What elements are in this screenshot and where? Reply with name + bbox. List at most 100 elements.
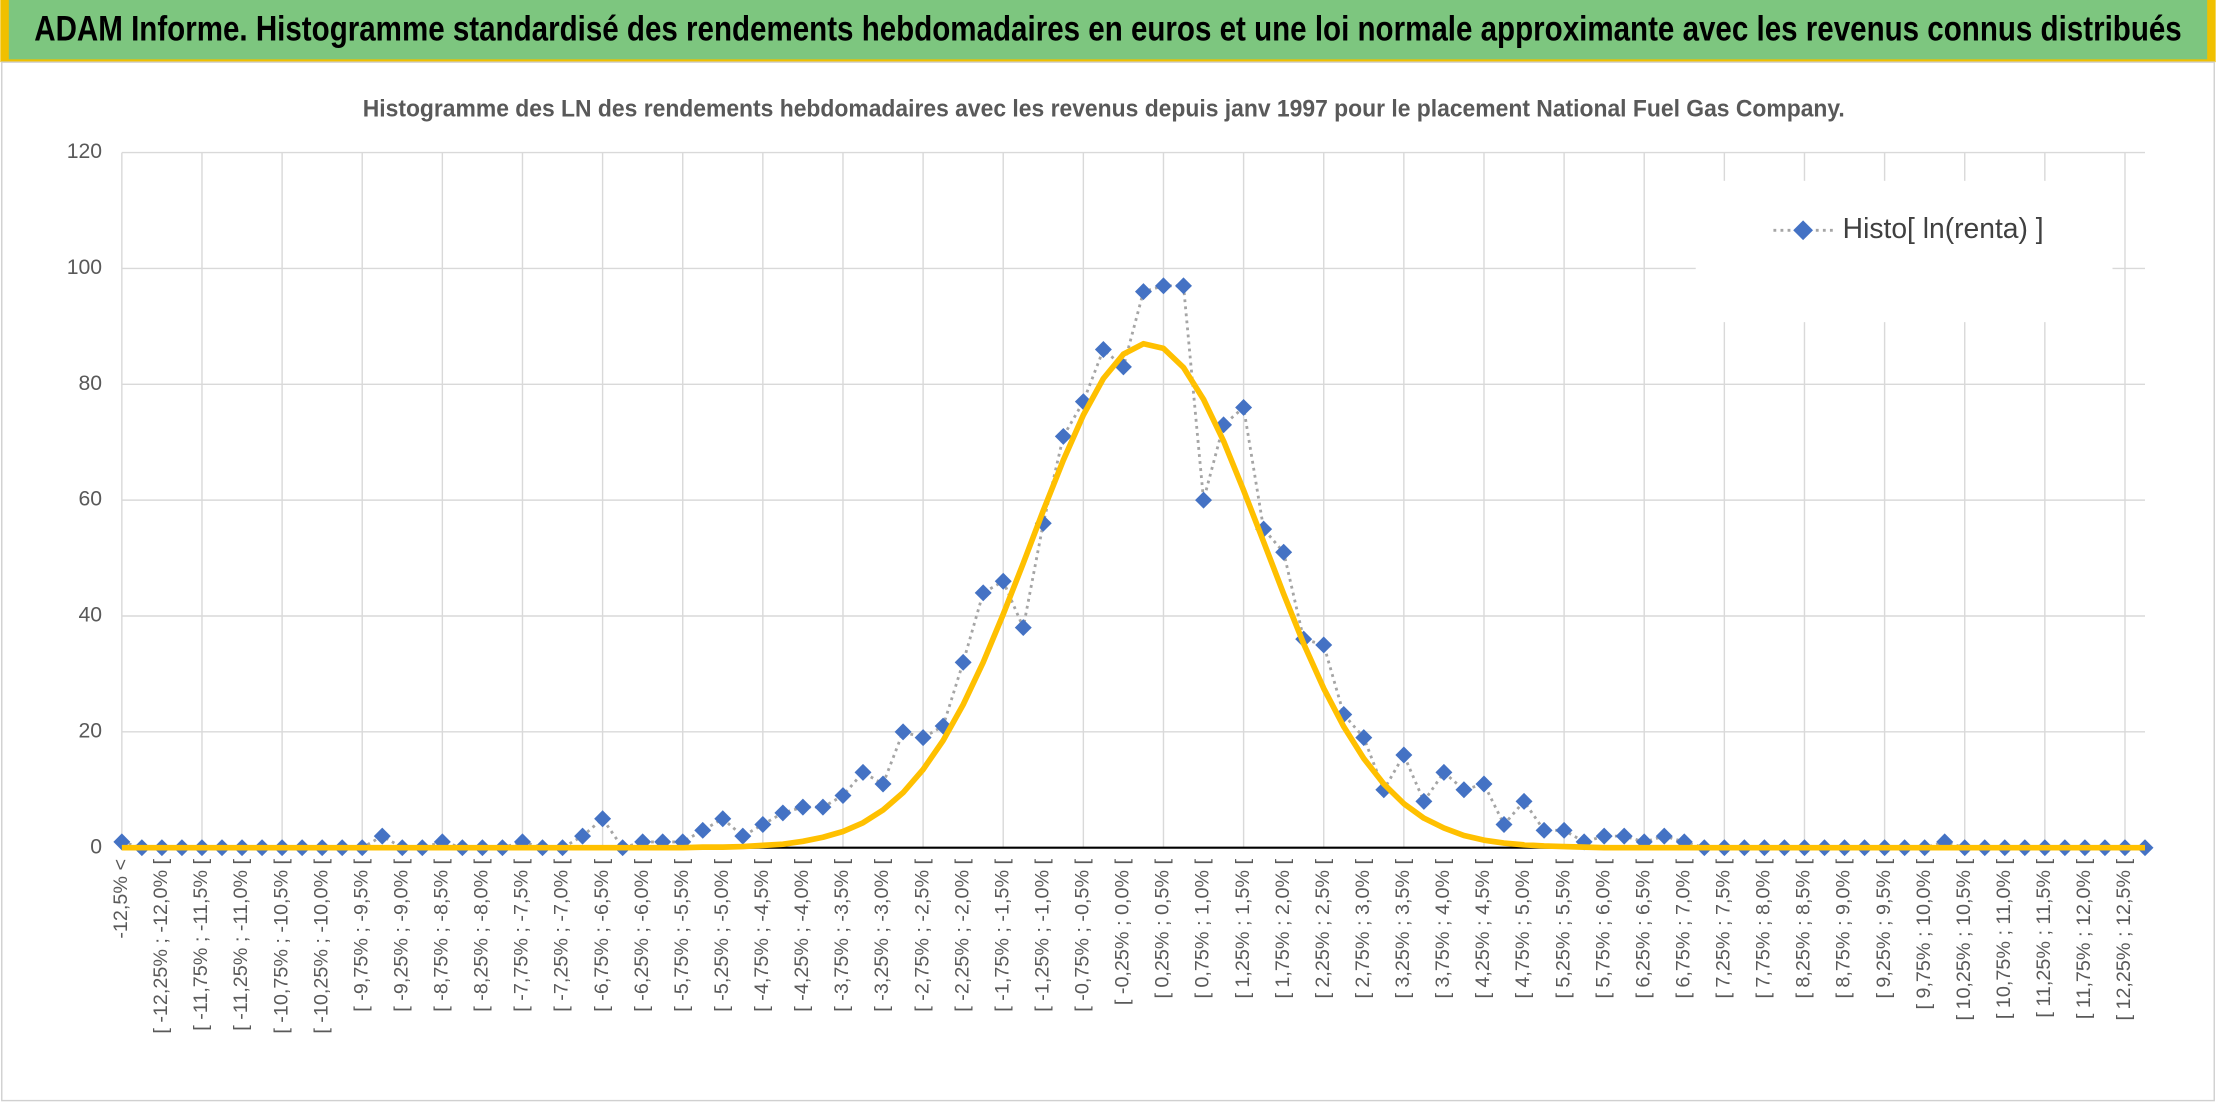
x-tick-label: [ -5,75% ; -5,5% [ bbox=[671, 858, 693, 1011]
x-tick-label: [ 11,75% ; 12,0% [ bbox=[2073, 858, 2095, 1019]
x-tick-label: [ 7,25% ; 7,5% [ bbox=[1713, 858, 1735, 998]
x-tick-label: [ -1,75% ; -1,5% [ bbox=[991, 858, 1013, 1011]
x-tick-label: [ 9,25% ; 9,5% [ bbox=[1873, 858, 1895, 998]
header-title: ADAM Informe. Histogramme standardisé de… bbox=[34, 9, 2181, 48]
x-tick-label: [ -4,25% ; -4,0% [ bbox=[791, 858, 813, 1011]
x-tick-label: [ -8,75% ; -8,5% [ bbox=[431, 858, 453, 1011]
series-line bbox=[121, 340, 2146, 851]
x-tick-label: [ 2,75% ; 3,0% [ bbox=[1352, 858, 1374, 998]
data-point bbox=[814, 798, 832, 816]
data-point bbox=[1595, 827, 1613, 845]
legend-box bbox=[1695, 180, 2113, 323]
x-tick-label: [ -6,25% ; -6,0% [ bbox=[631, 858, 653, 1011]
x-tick-label: [ -11,75% ; -11,5% [ bbox=[190, 859, 212, 1031]
data-point bbox=[914, 729, 932, 747]
header-bar bbox=[8, 0, 2208, 60]
x-tick-label: [ -7,75% ; -7,5% [ bbox=[511, 858, 533, 1011]
x-tick-label: -12,5% < bbox=[110, 859, 132, 939]
x-tick-label: [ 12,25% ; 12,5% [ bbox=[2113, 858, 2135, 1020]
x-tick-label: [ -0,25% ; 0,0% [ bbox=[1112, 858, 1134, 1005]
data-point bbox=[834, 787, 852, 805]
x-tick-label: [ -8,25% ; -8,0% [ bbox=[471, 858, 493, 1011]
data-point bbox=[994, 572, 1012, 590]
data-point bbox=[1094, 341, 1112, 359]
data-point bbox=[1355, 729, 1373, 747]
x-tick-label: [ -1,25% ; -1,0% [ bbox=[1032, 858, 1054, 1011]
x-tick-label: [ 8,75% ; 9,0% [ bbox=[1833, 858, 1855, 998]
x-tick-label: [ -0,75% ; -0,5% [ bbox=[1072, 858, 1094, 1011]
data-point bbox=[373, 827, 391, 845]
y-tick-label: 0 bbox=[90, 835, 102, 858]
y-tick-label: 100 bbox=[67, 256, 102, 279]
data-point bbox=[1515, 792, 1533, 810]
x-tick-label: [ -9,75% ; -9,5% [ bbox=[350, 858, 372, 1011]
x-tick-label: [ 0,75% ; 1,0% [ bbox=[1192, 858, 1214, 998]
data-point bbox=[1155, 277, 1172, 295]
x-tick-label: [ -3,75% ; -3,5% [ bbox=[831, 858, 853, 1011]
x-tick-label: [ 10,75% ; 11,0% [ bbox=[1993, 858, 2015, 1019]
x-tick-label: [ 9,75% ; 10,0% [ bbox=[1913, 858, 1935, 1009]
chart-border bbox=[1, 61, 2215, 1102]
data-point bbox=[1134, 283, 1152, 301]
data-point bbox=[874, 775, 892, 793]
data-point bbox=[1455, 781, 1473, 799]
data-point bbox=[734, 827, 752, 845]
data-point bbox=[754, 816, 772, 833]
x-tick-label: [ -9,25% ; -9,0% [ bbox=[391, 858, 413, 1011]
x-tick-label: [ -7,25% ; -7,0% [ bbox=[551, 858, 573, 1011]
x-tick-label: [ 6,25% ; 6,5% [ bbox=[1632, 858, 1654, 998]
data-point bbox=[1655, 827, 1673, 845]
legend-label: Histo[ ln(renta) ] bbox=[1843, 212, 2044, 244]
x-tick-label: [ 1,25% ; 1,5% [ bbox=[1232, 858, 1254, 998]
x-tick-label: [ -4,75% ; -4,5% [ bbox=[751, 858, 773, 1011]
y-tick-label: 40 bbox=[78, 604, 102, 627]
data-point bbox=[694, 821, 712, 839]
data-point bbox=[1315, 636, 1333, 654]
x-tick-label: [ 1,75% ; 2,0% [ bbox=[1272, 858, 1294, 998]
data-point bbox=[574, 827, 592, 845]
x-tick-label: [ -10,75% ; -10,5% [ bbox=[270, 858, 292, 1033]
y-tick-label: 60 bbox=[78, 488, 102, 511]
data-point bbox=[774, 804, 792, 822]
chart-title: Histogramme des LN des rendements hebdom… bbox=[363, 96, 1845, 123]
data-point bbox=[714, 810, 732, 828]
x-tick-label: [ -2,25% ; -2,0% [ bbox=[951, 858, 973, 1011]
x-tick-label: [ 8,25% ; 8,5% [ bbox=[1793, 858, 1815, 998]
x-tick-label: [ 11,25% ; 11,5% [ bbox=[2033, 858, 2055, 1017]
data-point bbox=[954, 653, 972, 671]
data-point bbox=[1555, 821, 1573, 839]
data-point bbox=[974, 584, 992, 602]
x-tick-label: [ -6,75% ; -6,5% [ bbox=[591, 858, 613, 1011]
x-tick-label: [ 3,75% ; 4,0% [ bbox=[1432, 858, 1454, 998]
x-tick-label: [ 3,25% ; 3,5% [ bbox=[1392, 858, 1414, 998]
data-point bbox=[1375, 781, 1393, 799]
x-tick-label: [ 6,75% ; 7,0% [ bbox=[1673, 858, 1695, 998]
data-point bbox=[894, 723, 912, 741]
x-tick-label: [ -2,75% ; -2,5% [ bbox=[911, 858, 933, 1011]
data-point bbox=[1175, 277, 1192, 295]
y-tick-label: 120 bbox=[67, 140, 102, 163]
x-tick-label: [ -3,25% ; -3,0% [ bbox=[871, 858, 893, 1011]
data-point bbox=[1495, 816, 1513, 833]
y-tick-label: 20 bbox=[78, 719, 102, 742]
x-tick-label: [ 5,75% ; 6,0% [ bbox=[1592, 858, 1614, 998]
y-tick-label: 80 bbox=[78, 372, 102, 395]
data-point bbox=[1014, 619, 1032, 637]
x-tick-label: [ -10,25% ; -10,0% [ bbox=[310, 858, 332, 1033]
x-tick-label: [ 7,75% ; 8,0% [ bbox=[1753, 858, 1775, 998]
data-point bbox=[1114, 358, 1132, 376]
x-tick-label: [ -12,25% ; -12,0% [ bbox=[150, 858, 172, 1033]
x-tick-label: [ 10,25% ; 10,5% [ bbox=[1953, 858, 1975, 1020]
x-tick-label: [ 2,25% ; 2,5% [ bbox=[1312, 858, 1334, 998]
x-tick-label: [ -11,25% ; -11,0% [ bbox=[230, 859, 252, 1031]
legend-marker bbox=[1793, 220, 1813, 241]
x-tick-label: [ 5,25% ; 5,5% [ bbox=[1552, 858, 1574, 998]
data-point bbox=[1535, 821, 1553, 839]
data-point bbox=[1235, 398, 1253, 416]
data-point bbox=[594, 810, 612, 828]
x-tick-label: [ 0,25% ; 0,5% [ bbox=[1152, 858, 1174, 998]
x-tick-label: [ -5,25% ; -5,0% [ bbox=[711, 858, 733, 1011]
data-point bbox=[794, 798, 812, 816]
data-point bbox=[854, 763, 872, 781]
